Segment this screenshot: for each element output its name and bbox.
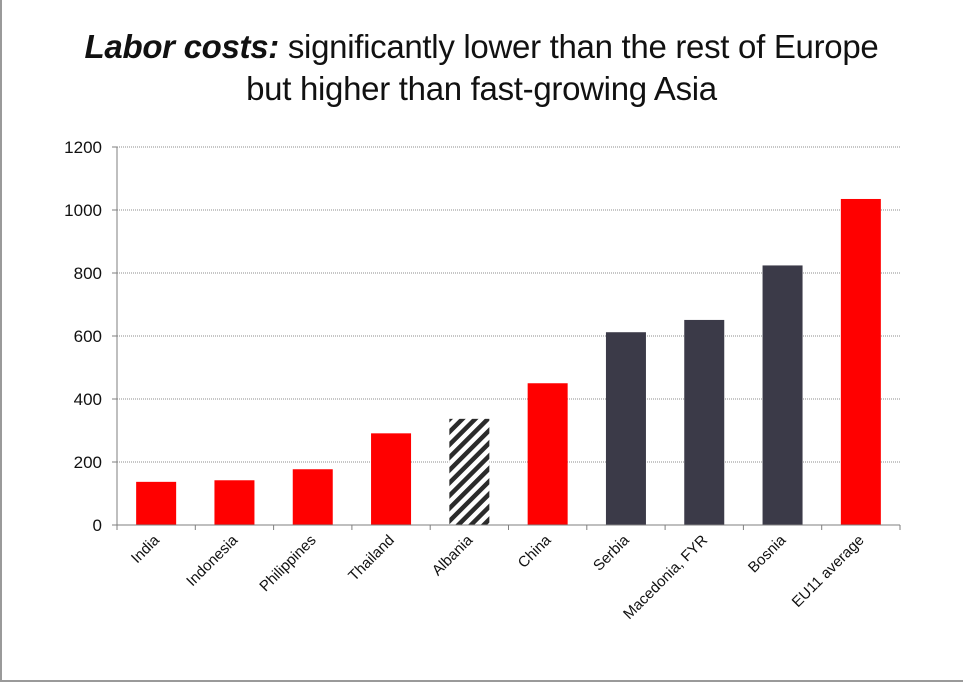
title-line-2: but higher than fast-growing Asia: [246, 70, 717, 107]
y-tick-label: 0: [93, 516, 102, 535]
bar-philippines: [292, 469, 333, 525]
y-tick-label: 400: [74, 390, 102, 409]
y-tick-label: 1200: [64, 138, 102, 157]
y-tick-label: 200: [74, 453, 102, 472]
x-tick-label: Philippines: [256, 532, 319, 595]
bar-indonesia: [214, 480, 255, 525]
bar-albania: [449, 418, 490, 525]
bar-macedonia-fyr: [684, 319, 725, 525]
y-tick-label: 600: [74, 327, 102, 346]
bar-serbia: [605, 332, 646, 525]
chart-title: Labor costs: significantly lower than th…: [0, 26, 963, 110]
bar-eu11-average: [840, 198, 881, 525]
y-tick-label: 1000: [64, 201, 102, 220]
title-emphasis: Labor costs:: [84, 28, 280, 65]
x-tick-label: China: [515, 531, 555, 571]
slide-bottom-border: [0, 680, 963, 682]
slide-left-border: [0, 0, 2, 682]
labels: 0 200 400 600 800 1000 1200 India Indonesia Phili…: [64, 138, 868, 623]
axes: [112, 146, 901, 530]
title-line-1: Labor costs: significantly lower than th…: [0, 26, 963, 68]
x-tick-label: EU11 average: [789, 532, 868, 611]
x-tick-label: Albania: [429, 531, 477, 579]
bar-bosnia: [762, 265, 803, 525]
x-tick-label: India: [128, 531, 163, 566]
x-tick-label: Bosnia: [745, 531, 790, 576]
x-tick-label: Serbia: [590, 531, 633, 574]
bars: [136, 198, 881, 525]
x-tick-label: Macedonia, FYR: [620, 532, 711, 623]
bar-china: [527, 383, 568, 525]
bar-thailand: [371, 433, 412, 525]
title-line-1-rest: significantly lower than the rest of Eur…: [287, 28, 879, 65]
x-tick-label: Indonesia: [183, 531, 241, 589]
y-tick-label: 800: [74, 264, 102, 283]
bar-india: [136, 481, 177, 525]
x-tick-label: Thailand: [345, 532, 398, 585]
